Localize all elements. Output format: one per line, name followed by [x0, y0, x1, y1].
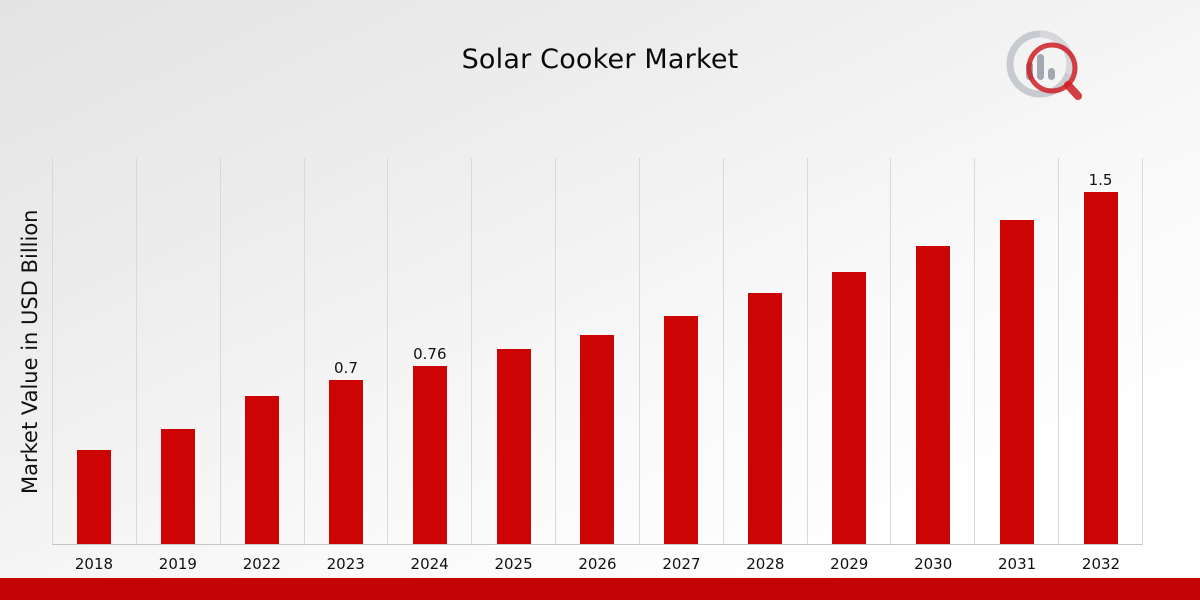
plot-column: 0.7 0.76 1.5 2018 2019 2022 2023 2024 2025 2026 2…: [52, 158, 1143, 573]
x-axis-tick-label: 2031: [998, 555, 1037, 573]
x-axis-tick-label: 2018: [74, 555, 114, 573]
x-axis-tick-label: 2019: [158, 555, 197, 573]
bar-value-label: 0.76: [413, 345, 447, 363]
plot-area: 0.7 0.76 1.5: [52, 158, 1143, 545]
bar-cell: [638, 158, 723, 544]
bar-cell: [555, 158, 639, 544]
x-axis-tick-label: 2022: [242, 555, 281, 573]
x-axis-tick-label: 2032: [1081, 555, 1121, 573]
x-axis-tick-label: 2026: [578, 555, 617, 573]
x-axis-tick-label: 2025: [494, 555, 533, 573]
x-axis-tick-label: 2027: [662, 555, 701, 573]
bar-cell: 1.5: [1058, 158, 1142, 544]
chart-area: Market Value in USD Billion 0.7 0.76 1.5 2…: [8, 158, 1143, 573]
bar-value-label: 0.7: [334, 359, 358, 377]
bar: [496, 349, 531, 544]
bar-cell: [890, 158, 974, 544]
x-axis-tick-label: 2023: [326, 555, 365, 573]
bar-cell: [974, 158, 1058, 544]
x-axis: 2018 2019 2022 2023 2024 2025 2026 2027 2028 2029…: [52, 545, 1143, 573]
bar: [328, 380, 363, 544]
bar-cell: 0.76: [387, 158, 471, 544]
bar: [580, 335, 615, 544]
x-axis-tick-label: 2030: [914, 555, 953, 573]
bar: [245, 396, 280, 544]
x-axis-tick-label: 2029: [830, 555, 869, 573]
x-axis-tick-label: 2024: [410, 555, 449, 573]
bar: [664, 316, 699, 544]
bar-value-label: 1.5: [1088, 171, 1113, 189]
footer-band: [0, 578, 1200, 600]
bar: [748, 293, 783, 544]
bar-cell: [806, 158, 891, 544]
x-axis-tick-label: 2028: [746, 555, 785, 573]
bar-cell: [135, 158, 220, 544]
bar-cell: [722, 158, 807, 544]
bar: [999, 220, 1034, 544]
bar: [77, 450, 112, 544]
chart-title: Solar Cooker Market: [461, 44, 739, 75]
brand-logo-icon: [1002, 26, 1088, 112]
bar-cell: 0.7: [303, 158, 388, 544]
bar: [412, 366, 447, 544]
bar: [915, 246, 950, 544]
bar-cell: [219, 158, 304, 544]
bar-cell: [52, 158, 136, 544]
bar-cell: [471, 158, 555, 544]
bar: [832, 272, 867, 544]
bar: [161, 429, 196, 544]
y-axis-label: Market Value in USD Billion: [18, 209, 42, 494]
brand-logo-graphic: [1006, 30, 1082, 100]
bar: [1083, 192, 1118, 544]
